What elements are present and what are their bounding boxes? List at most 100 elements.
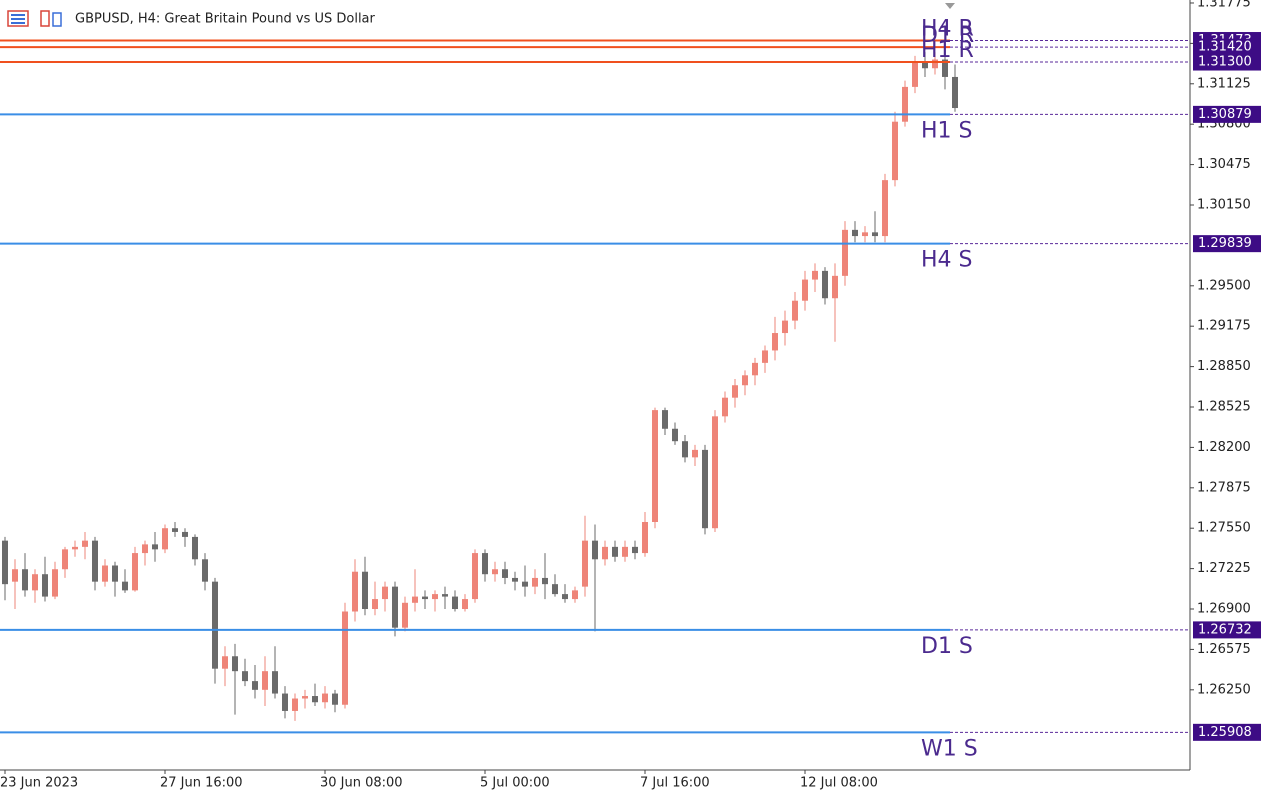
candle-body xyxy=(602,546,608,560)
candle-body xyxy=(642,521,648,554)
candle-body xyxy=(522,581,528,587)
price-box xyxy=(1193,105,1261,123)
y-tick-label: 1.29500 xyxy=(1197,278,1251,293)
candle-body xyxy=(792,300,798,321)
candle-body xyxy=(242,671,248,682)
candle-body xyxy=(302,696,308,699)
candle-body xyxy=(752,362,758,376)
candle-body xyxy=(372,599,378,610)
candle-body xyxy=(612,546,618,557)
candle-body xyxy=(462,599,468,610)
candle-body xyxy=(662,410,668,429)
candle-body xyxy=(32,574,38,591)
candle-body xyxy=(692,449,698,458)
level-name: H4 R xyxy=(921,17,974,42)
candle-body xyxy=(432,594,438,600)
candle-body xyxy=(442,594,448,597)
candle-body xyxy=(872,232,878,237)
candle-body xyxy=(72,546,78,550)
candle-body xyxy=(562,594,568,600)
candle-body xyxy=(292,698,298,711)
x-tick-label: 12 Jul 08:00 xyxy=(800,776,878,791)
candle-body xyxy=(342,611,348,705)
y-tick-label: 1.31125 xyxy=(1197,76,1251,91)
y-tick-label: 1.26900 xyxy=(1197,602,1251,617)
candle-body xyxy=(82,540,88,547)
candle-body xyxy=(942,59,948,77)
candle-body xyxy=(842,229,848,276)
candle-body xyxy=(582,540,588,587)
candle-body xyxy=(332,693,338,705)
candle-body xyxy=(512,577,518,582)
candle-body xyxy=(702,449,708,529)
y-tick-label: 1.26250 xyxy=(1197,682,1251,697)
candle-body xyxy=(262,671,268,690)
chart-title: GBPUSD, H4: Great Britain Pound vs US Do… xyxy=(75,12,376,27)
candle-body xyxy=(142,544,148,554)
candle-body xyxy=(952,76,958,109)
candle-body xyxy=(402,602,408,628)
candle-body xyxy=(542,577,548,585)
candle-body xyxy=(192,536,198,560)
candle-body xyxy=(422,596,428,600)
candle-body xyxy=(592,540,598,560)
x-tick-label: 5 Jul 00:00 xyxy=(480,776,550,791)
candle-body xyxy=(2,540,8,585)
candle-body xyxy=(552,584,558,595)
x-tick-label: 27 Jun 16:00 xyxy=(160,776,243,791)
candle-body xyxy=(152,544,158,550)
candle-body xyxy=(892,121,898,181)
y-tick-label: 1.28525 xyxy=(1197,400,1251,415)
candle-body xyxy=(922,62,928,69)
candle-body xyxy=(412,596,418,603)
candle-body xyxy=(182,531,188,537)
candle-body xyxy=(362,571,368,610)
candle-body xyxy=(622,546,628,557)
candle-body xyxy=(862,232,868,237)
y-tick-label: 1.30150 xyxy=(1197,197,1251,212)
candle-body xyxy=(772,333,778,351)
candle-body xyxy=(682,441,688,458)
price-box-label: 1.31420 xyxy=(1198,40,1252,55)
candle-body xyxy=(632,546,638,554)
candle-body xyxy=(812,270,818,280)
shift-marker xyxy=(945,3,955,9)
price-box xyxy=(1193,235,1261,253)
candle-body xyxy=(12,569,18,582)
y-tick-label: 1.26575 xyxy=(1197,642,1251,657)
candle-body xyxy=(112,565,118,582)
candle-body xyxy=(712,416,718,529)
symbol-icons xyxy=(7,10,62,27)
candle-body xyxy=(932,59,938,69)
level-name: H1 R xyxy=(921,38,974,63)
candle-body xyxy=(52,569,58,597)
candle-body xyxy=(572,590,578,600)
x-tick-label: 23 Jun 2023 xyxy=(0,776,78,791)
x-tick-label: 30 Jun 08:00 xyxy=(320,776,403,791)
candle-body xyxy=(282,693,288,711)
candle-body xyxy=(652,410,658,522)
candle-body xyxy=(732,385,738,398)
price-box xyxy=(1193,621,1261,639)
candle-body xyxy=(782,320,788,334)
level-name: H1 S xyxy=(921,118,973,143)
price-box xyxy=(1193,38,1261,56)
candle-body xyxy=(222,656,228,669)
candle-body xyxy=(132,553,138,591)
y-tick-label: 1.31775 xyxy=(1197,0,1251,10)
y-tick-label: 1.27225 xyxy=(1197,561,1251,576)
candle-body xyxy=(212,581,218,669)
candle-body xyxy=(762,350,768,363)
level-name: D1 S xyxy=(921,634,973,659)
candle-body xyxy=(822,270,828,299)
candle-body xyxy=(312,696,318,703)
y-tick-label: 1.27550 xyxy=(1197,521,1251,536)
candle-body xyxy=(452,596,458,610)
candle-body xyxy=(472,553,478,600)
x-tick-label: 7 Jul 16:00 xyxy=(640,776,710,791)
candle-body xyxy=(172,528,178,532)
candle-body xyxy=(502,569,508,578)
candle-body xyxy=(22,569,28,591)
